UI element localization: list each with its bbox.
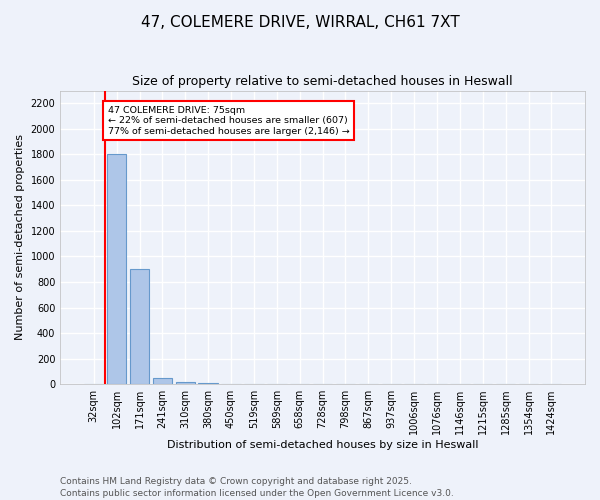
Text: 47, COLEMERE DRIVE, WIRRAL, CH61 7XT: 47, COLEMERE DRIVE, WIRRAL, CH61 7XT [140, 15, 460, 30]
Title: Size of property relative to semi-detached houses in Heswall: Size of property relative to semi-detach… [132, 75, 513, 88]
Text: Contains HM Land Registry data © Crown copyright and database right 2025.
Contai: Contains HM Land Registry data © Crown c… [60, 476, 454, 498]
Bar [130, 269, 149, 384]
Bar [107, 154, 127, 384]
Bar [176, 382, 195, 384]
Bar [152, 378, 172, 384]
Y-axis label: Number of semi-detached properties: Number of semi-detached properties [15, 134, 25, 340]
Text: 47 COLEMERE DRIVE: 75sqm
← 22% of semi-detached houses are smaller (607)
77% of : 47 COLEMERE DRIVE: 75sqm ← 22% of semi-d… [108, 106, 350, 136]
X-axis label: Distribution of semi-detached houses by size in Heswall: Distribution of semi-detached houses by … [167, 440, 478, 450]
